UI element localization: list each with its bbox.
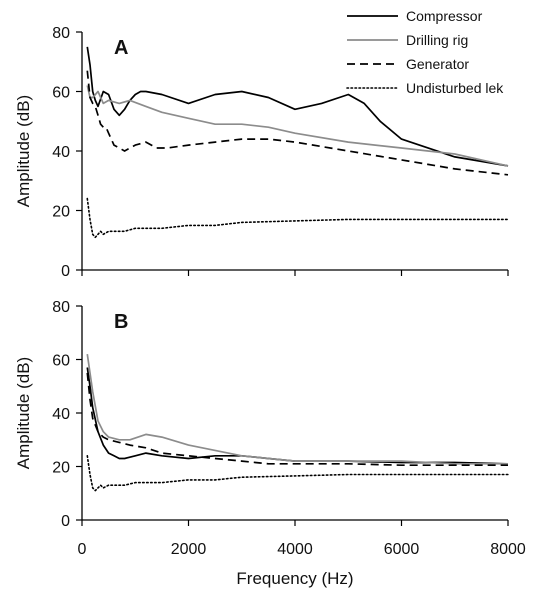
y-tick-label-a: 80 [52,25,70,42]
y-tick-label-a: 60 [52,85,70,102]
legend: Compressor Drilling rig Generator Undisturb… [346,8,504,96]
y-tick-label-b: 0 [61,513,70,530]
series-line-drilling-rig-a [86,85,509,167]
series-line-undisturbed-lek-b [86,454,509,492]
series-line-generator-b [86,372,508,467]
x-tick-label-b: 0 [78,541,87,558]
series-line-drilling-rig-b [86,353,508,465]
y-tick-label-a: 0 [61,263,70,280]
legend-label-compressor: Compressor [406,8,483,24]
legend-label-undisturbed-lek: Undisturbed lek [406,80,504,96]
series-line-generator-a [86,70,509,176]
y-tick-label-b: 20 [52,460,70,477]
x-axis-title-b: Frequency (Hz) [236,569,353,588]
y-axis-title-a: Amplitude (dB) [14,95,33,207]
x-tick-label-b: 6000 [384,541,420,558]
y-tick-label-a: 40 [52,144,70,161]
series-line-undisturbed-lek-a [86,197,509,239]
panel-a: 0 20 40 60 80 Amplitude (dB) A [14,25,509,280]
panel-b: 0 20 40 60 80 0 2000 4000 6000 8000 Amplitude (dB)… [14,299,526,588]
legend-label-generator: Generator [406,56,469,72]
y-tick-label-a: 20 [52,204,70,221]
series-line-compressor-b [86,367,509,465]
x-tick-label-b: 4000 [277,541,313,558]
panel-label-b: B [114,311,128,333]
legend-label-drilling-rig: Drilling rig [406,32,468,48]
x-tick-label-b: 8000 [490,541,526,558]
y-tick-label-b: 80 [52,299,70,316]
series-line-compressor-a [86,46,509,167]
y-tick-label-b: 40 [52,406,70,423]
panel-label-a: A [114,37,128,59]
y-axis-title-b: Amplitude (dB) [14,357,33,469]
x-tick-label-b: 2000 [171,541,207,558]
y-tick-label-b: 60 [52,353,70,370]
